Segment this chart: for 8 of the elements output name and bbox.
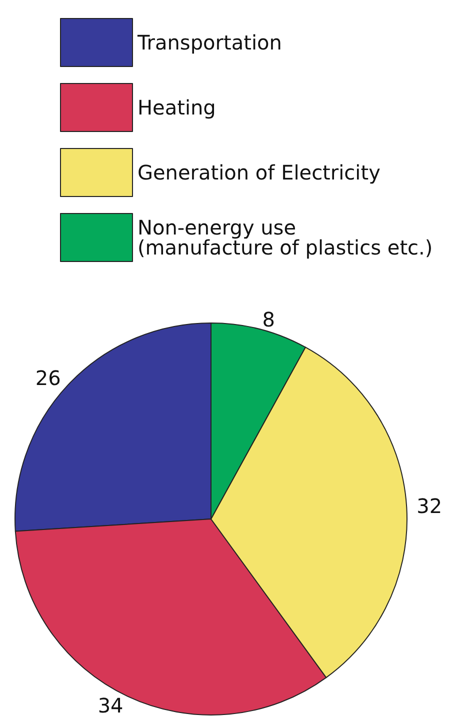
- legend-label: Non-energy use (manufacture of plastics etc.): [138, 216, 433, 260]
- legend-label: Generation of Electricity: [138, 160, 381, 184]
- legend-label: Transportation: [136, 30, 282, 54]
- data-label: 34: [98, 693, 124, 718]
- data-label: 32: [416, 494, 442, 518]
- legend-label: Heating: [138, 96, 216, 120]
- data-label: 8: [262, 307, 275, 332]
- data-label: 26: [35, 366, 61, 390]
